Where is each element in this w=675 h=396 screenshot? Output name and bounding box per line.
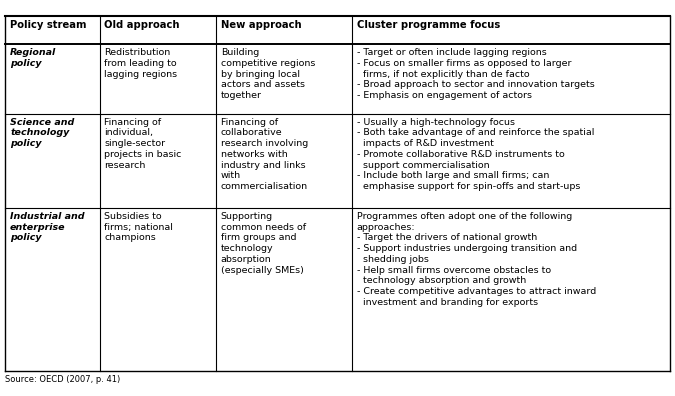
Text: New approach: New approach	[221, 20, 301, 30]
Text: Subsidies to
firms; national
champions: Subsidies to firms; national champions	[105, 212, 173, 242]
Text: Science and
technology
policy: Science and technology policy	[10, 118, 74, 148]
Text: Supporting
common needs of
firm groups and
technology
absorption
(especially SME: Supporting common needs of firm groups a…	[221, 212, 306, 274]
Text: Financing of
collaborative
research involving
networks with
industry and links
w: Financing of collaborative research invo…	[221, 118, 308, 191]
Text: - Usually a high-technology focus
- Both take advantage of and reinforce the spa: - Usually a high-technology focus - Both…	[357, 118, 594, 191]
Text: Old approach: Old approach	[105, 20, 180, 30]
Text: Building
competitive regions
by bringing local
actors and assets
together: Building competitive regions by bringing…	[221, 48, 315, 100]
Text: Source: OECD (2007, p. 41): Source: OECD (2007, p. 41)	[5, 375, 121, 384]
Text: - Target or often include lagging regions
- Focus on smaller firms as opposed to: - Target or often include lagging region…	[357, 48, 595, 100]
Text: Regional
policy: Regional policy	[10, 48, 57, 68]
Text: Industrial and
enterprise
policy: Industrial and enterprise policy	[10, 212, 84, 242]
Text: Programmes often adopt one of the following
approaches:
- Target the drivers of : Programmes often adopt one of the follow…	[357, 212, 596, 307]
Text: Cluster programme focus: Cluster programme focus	[357, 20, 500, 30]
Text: Financing of
individual,
single-sector
projects in basic
research: Financing of individual, single-sector p…	[105, 118, 182, 169]
Text: Redistribution
from leading to
lagging regions: Redistribution from leading to lagging r…	[105, 48, 178, 79]
Text: Policy stream: Policy stream	[10, 20, 86, 30]
